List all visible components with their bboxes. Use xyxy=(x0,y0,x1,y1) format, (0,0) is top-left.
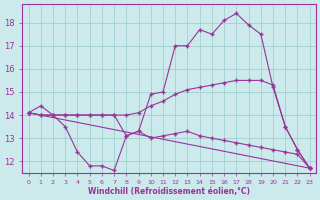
X-axis label: Windchill (Refroidissement éolien,°C): Windchill (Refroidissement éolien,°C) xyxy=(88,187,250,196)
